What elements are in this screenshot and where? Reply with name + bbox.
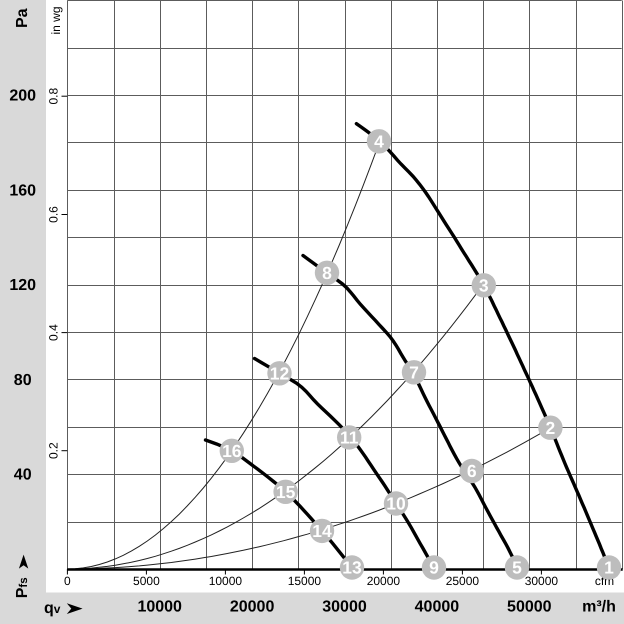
svg-text:50000: 50000 xyxy=(507,599,552,616)
svg-text:12: 12 xyxy=(270,363,290,383)
svg-text:7: 7 xyxy=(409,362,419,382)
svg-text:40000: 40000 xyxy=(415,599,460,616)
svg-text:80: 80 xyxy=(14,372,32,389)
svg-text:10: 10 xyxy=(386,494,406,514)
svg-text:3: 3 xyxy=(479,275,489,295)
svg-text:20000: 20000 xyxy=(230,599,275,616)
svg-text:15: 15 xyxy=(276,482,296,502)
svg-text:10000: 10000 xyxy=(209,574,243,588)
svg-text:20000: 20000 xyxy=(367,574,401,588)
svg-text:120: 120 xyxy=(9,277,36,294)
svg-text:5: 5 xyxy=(512,558,522,578)
svg-text:9: 9 xyxy=(429,558,439,578)
svg-text:30000: 30000 xyxy=(525,574,559,588)
svg-text:10000: 10000 xyxy=(137,599,182,616)
svg-text:Pa: Pa xyxy=(14,8,31,28)
svg-text:4: 4 xyxy=(374,131,384,151)
svg-text:13: 13 xyxy=(342,558,362,578)
svg-text:0: 0 xyxy=(64,574,71,588)
svg-text:in wg: in wg xyxy=(49,6,63,34)
svg-text:40: 40 xyxy=(14,467,32,484)
svg-text:6: 6 xyxy=(467,461,477,481)
svg-text:25000: 25000 xyxy=(446,574,480,588)
svg-text:5000: 5000 xyxy=(133,574,160,588)
svg-text:200: 200 xyxy=(9,88,36,105)
svg-text:16: 16 xyxy=(222,441,242,461)
svg-text:0.8: 0.8 xyxy=(47,88,61,105)
svg-text:0.2: 0.2 xyxy=(47,442,61,459)
svg-text:11: 11 xyxy=(340,428,359,448)
svg-text:0.6: 0.6 xyxy=(47,206,61,223)
svg-text:8: 8 xyxy=(322,263,332,283)
svg-text:m³/h: m³/h xyxy=(582,599,616,616)
svg-text:qv: qv xyxy=(44,600,61,617)
svg-text:14: 14 xyxy=(312,521,332,541)
svg-text:15000: 15000 xyxy=(288,574,322,588)
svg-text:160: 160 xyxy=(9,182,36,199)
svg-text:Pfs: Pfs xyxy=(14,577,31,598)
svg-text:2: 2 xyxy=(546,418,556,438)
svg-text:1: 1 xyxy=(604,558,614,578)
svg-text:0.4: 0.4 xyxy=(47,324,61,341)
svg-text:30000: 30000 xyxy=(322,599,367,616)
